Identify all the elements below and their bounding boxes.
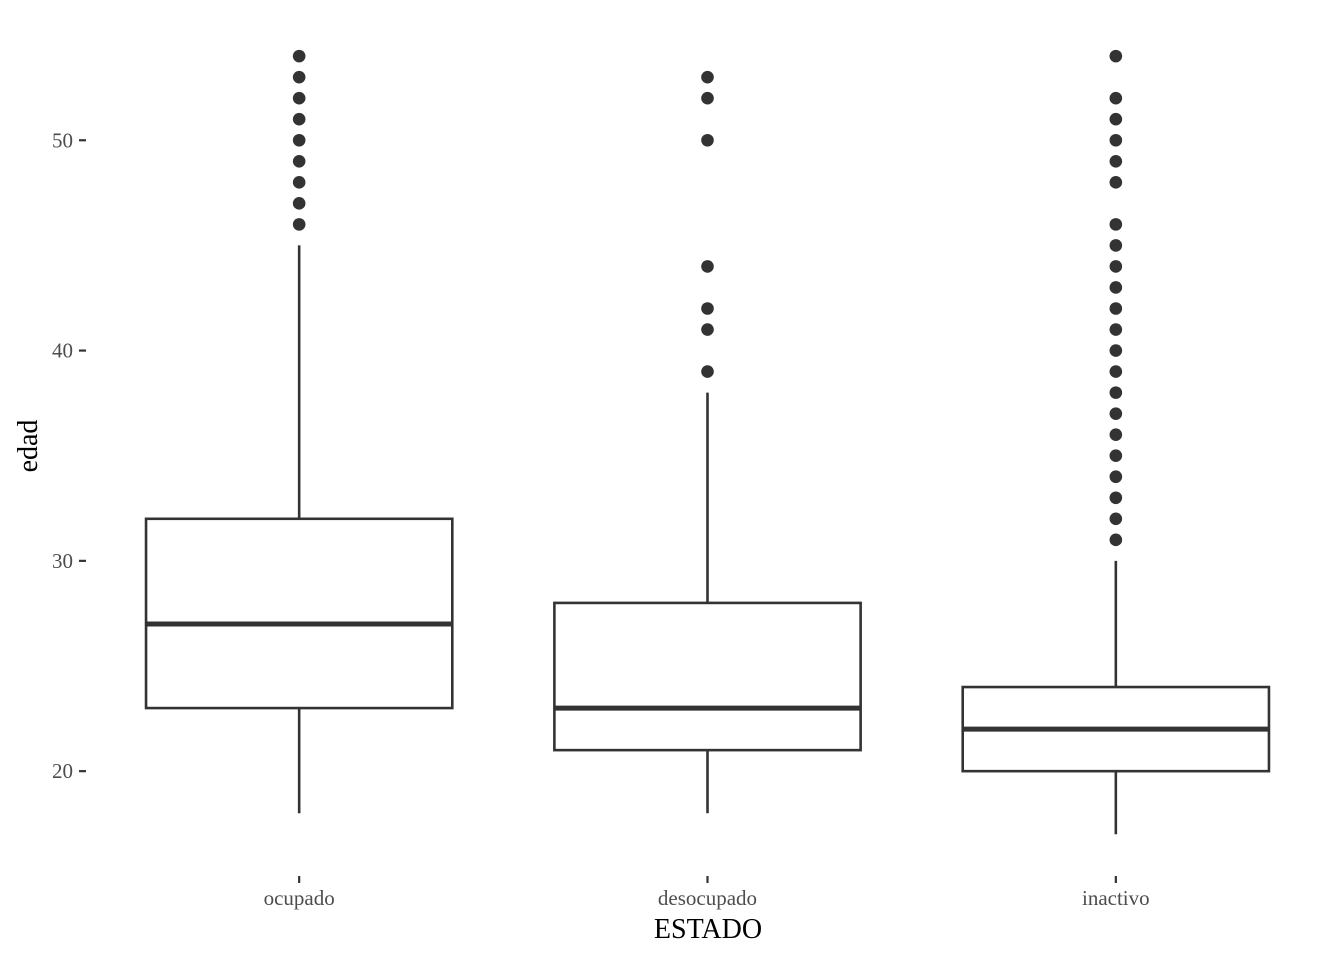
outlier-point: [1109, 365, 1123, 378]
y-tick-label: 50: [52, 128, 73, 152]
outlier-point: [292, 133, 306, 147]
boxes-layer: [144, 49, 1271, 835]
outlier-point: [1109, 344, 1123, 357]
x-axis: ocupado desocupado inactivo: [264, 876, 1150, 910]
y-tick-label: 40: [52, 339, 73, 363]
x-tick-label: ocupado: [264, 886, 335, 910]
outlier-point: [701, 323, 714, 336]
outlier-point: [701, 302, 714, 315]
outlier-point: [1109, 302, 1123, 315]
box-group-ocupado: [144, 49, 454, 814]
outlier-point: [1109, 218, 1123, 231]
outlier-point: [292, 154, 306, 168]
outlier-point: [1109, 449, 1123, 463]
outlier-point: [1109, 154, 1123, 168]
iqr-box: [144, 517, 454, 710]
outlier-point: [292, 49, 306, 63]
outlier-point: [1109, 491, 1123, 505]
outlier-point: [701, 260, 714, 273]
outlier-point: [1109, 239, 1123, 252]
outlier-point: [701, 365, 714, 378]
outlier-point: [292, 112, 306, 126]
outlier-point: [1109, 407, 1123, 420]
outlier-point: [701, 91, 714, 105]
x-tick-label: inactivo: [1082, 886, 1150, 910]
box-group-inactivo: [961, 49, 1271, 835]
outlier-point: [1109, 49, 1123, 63]
outlier-point: [1109, 470, 1123, 484]
y-axis-title: edad: [13, 420, 44, 473]
x-axis-title: ESTADO: [654, 914, 762, 945]
y-tick-label: 30: [52, 549, 73, 573]
outlier-point: [1109, 112, 1123, 126]
outlier-point: [701, 70, 714, 84]
outlier-point: [1109, 533, 1123, 547]
outlier-point: [1109, 133, 1123, 147]
outlier-point: [1109, 428, 1123, 441]
outlier-point: [1109, 323, 1123, 336]
iqr-box: [553, 601, 862, 752]
outlier-point: [292, 197, 306, 210]
outlier-point: [1109, 260, 1123, 273]
outlier-point: [292, 218, 306, 231]
box-group-desocupado: [553, 70, 862, 814]
outlier-point: [1109, 91, 1123, 105]
outlier-point: [701, 133, 714, 147]
outlier-point: [1109, 386, 1123, 399]
y-axis: 20 30 40 50: [52, 128, 86, 783]
y-tick-label: 20: [52, 759, 73, 783]
outlier-point: [1109, 176, 1123, 189]
outlier-point: [292, 70, 306, 84]
outlier-point: [1109, 512, 1123, 526]
outlier-point: [292, 176, 306, 189]
outlier-point: [1109, 281, 1123, 294]
outlier-point: [292, 91, 306, 105]
x-tick-label: desocupado: [658, 886, 757, 910]
